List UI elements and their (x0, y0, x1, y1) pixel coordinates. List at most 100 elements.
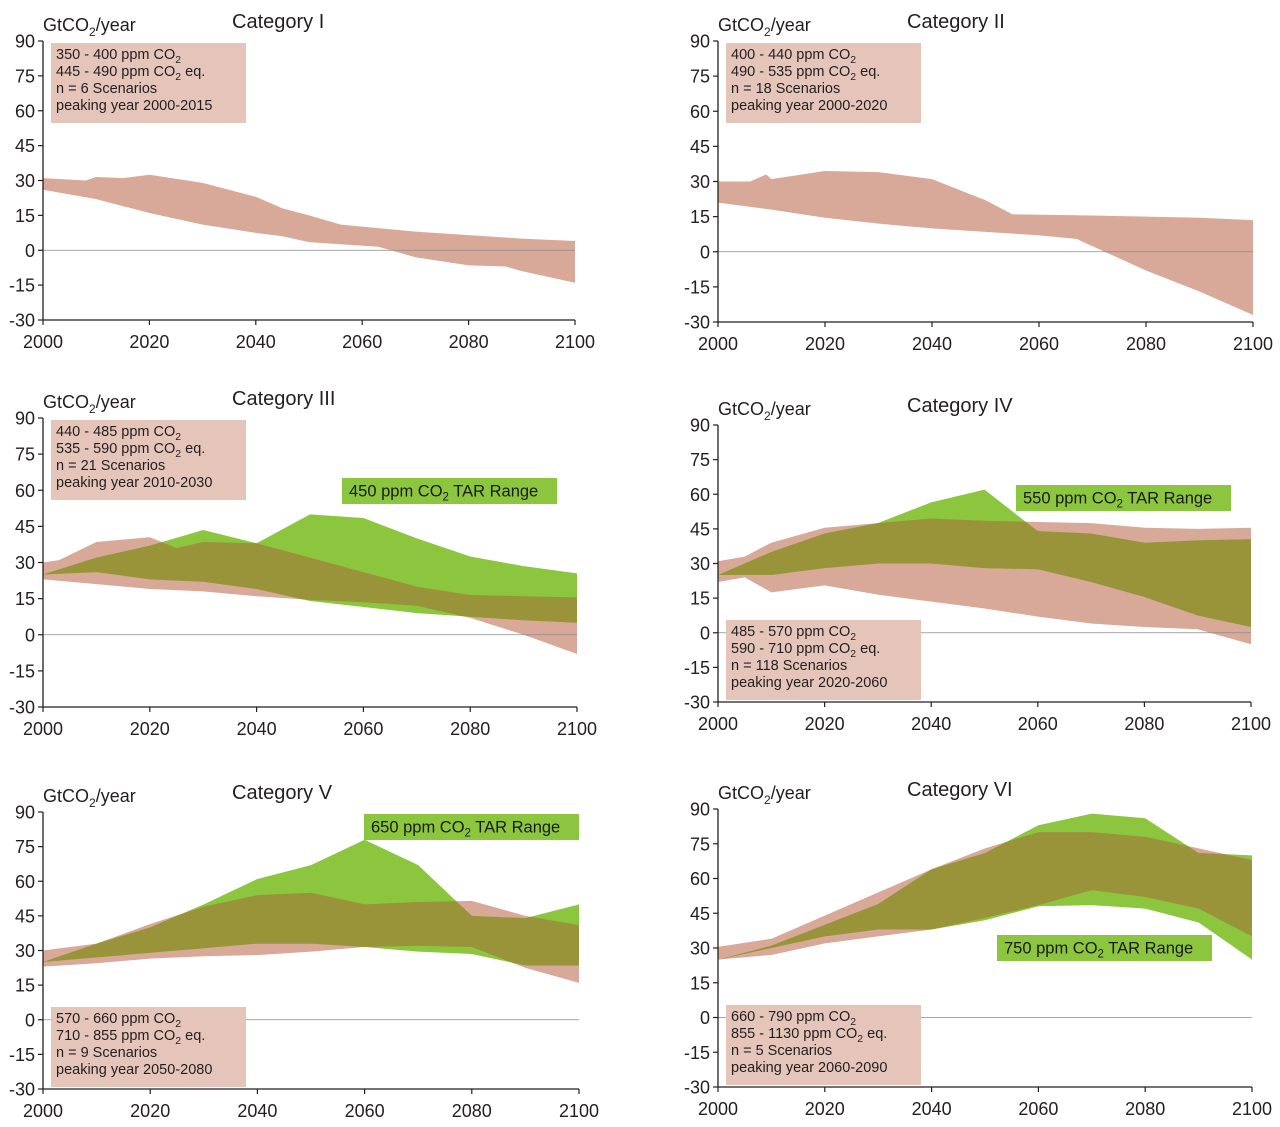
y-tick-label: -15 (9, 1045, 35, 1065)
x-tick-label: 2100 (555, 332, 595, 352)
y-tick-label: 45 (15, 136, 35, 156)
y-tick-label: -30 (684, 693, 710, 713)
chart-title: Category V (232, 782, 333, 804)
chart-panel-4: -30 -15 0 15 30 45 60 75 90 2000 2020 2040 2060 2080 2… (684, 395, 1271, 734)
y-axis-label: GtCO2/year (718, 783, 811, 807)
x-tick-label: 2020 (805, 1099, 845, 1119)
info-box-background (726, 620, 921, 700)
x-tick-label: 2040 (912, 334, 952, 354)
y-tick-label: 0 (700, 242, 710, 262)
info-box-background (726, 1005, 921, 1085)
y-tick-label: -30 (9, 311, 35, 331)
x-tick-label: 2060 (1018, 1099, 1058, 1119)
x-tick-label: 2080 (450, 719, 490, 739)
chart-panel-6: -30 -15 0 15 30 45 60 75 90 2000 2020 2040 2060 2080 2… (684, 779, 1272, 1119)
info-box-background (726, 43, 921, 123)
x-tick-label: 2020 (130, 1101, 170, 1121)
y-tick-label: 75 (15, 445, 35, 465)
x-tick-label: 2000 (698, 1099, 738, 1119)
y-tick-label: -15 (684, 277, 710, 297)
info-box-line: n = 118 Scenarios (731, 658, 847, 674)
tar-range-label-text: 650 ppm CO2 TAR Range (371, 819, 560, 840)
y-axis-label: GtCO2/year (43, 786, 136, 810)
x-tick-label: 2000 (23, 332, 63, 352)
y-tick-label: -30 (9, 1080, 35, 1100)
overlap-band (718, 518, 1251, 627)
y-tick-label: 30 (15, 171, 35, 191)
y-tick-label: 0 (700, 1008, 710, 1028)
x-tick-label: 2100 (557, 719, 597, 739)
y-tick-label: 45 (15, 906, 35, 926)
x-tick-label: 2060 (343, 719, 383, 739)
x-tick-label: 2020 (805, 334, 845, 354)
info-box-line: 535 - 590 ppm CO2 eq. (56, 441, 205, 460)
tar-range-label: 750 ppm CO2 TAR Range (997, 935, 1212, 961)
x-tick-label: 2000 (23, 1101, 63, 1121)
chart-title: Category VI (907, 779, 1013, 801)
y-tick-label: -30 (9, 698, 35, 718)
post-tar-range-band (43, 174, 575, 283)
info-box-line: 855 - 1130 ppm CO2 eq. (731, 1026, 887, 1045)
chart-panel-2: -30 -15 0 15 30 45 60 75 90 2000 2020 2040 2060 2080 2… (684, 11, 1273, 354)
info-box-line: peaking year 2050-2080 (56, 1062, 212, 1078)
x-tick-label: 2080 (1126, 334, 1166, 354)
y-tick-label: -15 (9, 661, 35, 681)
info-box-line: n = 5 Scenarios (731, 1043, 832, 1059)
y-tick-label: 45 (15, 517, 35, 537)
y-tick-label: -15 (684, 658, 710, 678)
info-box-line: 660 - 790 ppm CO2 (731, 1009, 856, 1028)
y-tick-label: 60 (690, 102, 710, 122)
x-tick-label: 2080 (1125, 1099, 1165, 1119)
y-tick-label: 90 (690, 800, 710, 820)
chart-panel-1: -30 -15 0 15 30 45 60 75 90 2000 2020 2040 2060 2080 2… (9, 11, 595, 352)
y-tick-label: 90 (15, 32, 35, 52)
x-tick-label: 2040 (912, 1099, 952, 1119)
y-tick-label: 15 (15, 976, 35, 996)
info-box-line: 570 - 660 ppm CO2 (56, 1011, 181, 1030)
info-box-line: peaking year 2060-2090 (731, 1060, 887, 1076)
x-tick-label: 2000 (698, 714, 738, 734)
y-tick-label: 45 (690, 519, 710, 539)
x-tick-label: 2060 (342, 332, 382, 352)
chart-title: Category IV (907, 395, 1013, 417)
y-tick-label: 60 (15, 872, 35, 892)
x-tick-label: 2100 (1233, 334, 1273, 354)
info-box-background (51, 1007, 246, 1087)
x-tick-label: 2040 (236, 332, 276, 352)
info-box-line: 350 - 400 ppm CO2 (56, 47, 181, 66)
x-tick-label: 2040 (237, 719, 277, 739)
info-box-line: 400 - 440 ppm CO2 (731, 47, 856, 66)
post-tar-range-band (718, 170, 1253, 315)
tar-range-label-background (342, 478, 557, 504)
y-tick-label: 30 (15, 553, 35, 573)
y-tick-label: 15 (15, 206, 35, 226)
info-box-line: 590 - 710 ppm CO2 eq. (731, 641, 880, 660)
y-tick-label: 15 (690, 207, 710, 227)
y-tick-label: -30 (684, 1078, 710, 1098)
chart-title: Category III (232, 388, 335, 410)
y-tick-label: -15 (9, 276, 35, 296)
y-tick-label: -30 (684, 313, 710, 333)
info-box-background (51, 43, 246, 123)
info-box-line: peaking year 2000-2020 (731, 98, 887, 114)
info-box-line: n = 18 Scenarios (731, 81, 840, 97)
info-box-background (51, 420, 246, 500)
y-tick-label: 90 (690, 416, 710, 436)
y-tick-label: 15 (690, 589, 710, 609)
info-box-line: n = 6 Scenarios (56, 81, 157, 97)
overlap-band (718, 832, 1252, 960)
info-box-line: 710 - 855 ppm CO2 eq. (56, 1028, 205, 1047)
x-tick-label: 2020 (129, 332, 169, 352)
y-tick-label: 30 (690, 939, 710, 959)
y-tick-label: 0 (700, 623, 710, 643)
x-tick-label: 2060 (1019, 334, 1059, 354)
y-tick-label: 0 (25, 1010, 35, 1030)
y-tick-label: 45 (690, 137, 710, 157)
x-tick-label: 2040 (911, 714, 951, 734)
tar-range-label-background (364, 814, 579, 840)
y-tick-label: 90 (690, 32, 710, 52)
